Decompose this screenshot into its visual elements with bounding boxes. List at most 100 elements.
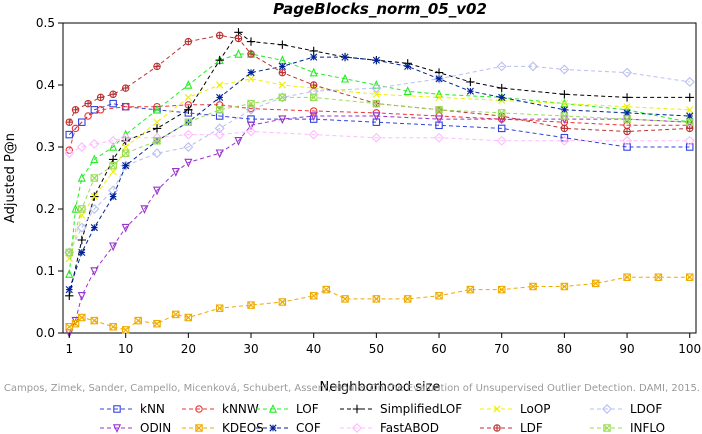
data-point-fastabod [76, 142, 87, 152]
data-point-simplifiedlof [215, 56, 224, 65]
y-tick-label: 0.4 [36, 78, 55, 92]
data-point-odin [278, 115, 287, 125]
data-point-cof [404, 62, 412, 70]
data-point-cof [435, 75, 443, 83]
data-point-cof [78, 248, 86, 256]
data-point-fastabod [120, 132, 131, 143]
x-axis-label: Neighborhood size [320, 380, 441, 395]
data-point-kdeos [65, 323, 74, 331]
series-layer [64, 28, 695, 339]
data-point-odin [234, 137, 243, 146]
data-point-cof [341, 53, 349, 61]
data-point-loop [90, 193, 98, 201]
legend-item-kdeos: KDEOS [182, 421, 264, 434]
series-line-cof [68, 56, 690, 290]
data-point-lof [71, 203, 80, 213]
data-point-ldf [84, 99, 92, 108]
data-point-cof [498, 93, 506, 101]
data-point-inflo [435, 106, 443, 114]
data-point-kdeos [403, 295, 412, 303]
data-point-simplifiedlof [77, 235, 87, 245]
legend-label: LOF [296, 402, 319, 416]
data-point-loop [153, 118, 161, 126]
series-lof [65, 48, 694, 278]
legend-item-knn: kNN [100, 402, 165, 416]
data-point-knnw [84, 112, 92, 120]
data-point-ldf [215, 31, 224, 40]
data-point-ldf [184, 37, 193, 46]
legend-item-ldf: LDF [480, 421, 543, 434]
data-point-kdeos [685, 273, 694, 281]
data-point-inflo [121, 149, 130, 157]
data-point-ldof [622, 67, 633, 78]
data-point-ldf [121, 84, 130, 92]
data-point-odin [372, 112, 381, 122]
data-point-cof [109, 193, 117, 201]
data-point-simplifiedlof [278, 40, 287, 49]
data-point-ldf [65, 118, 74, 126]
data-point-loop [623, 103, 631, 111]
data-point-knn [497, 124, 506, 133]
x-tick-label: 1 [65, 342, 73, 356]
data-point-cof [686, 112, 694, 120]
data-point-simplifiedlof [434, 68, 444, 77]
series-line-ldf [68, 34, 690, 133]
watermark: Campos, Zimek, Sander, Campello, Micenko… [4, 382, 700, 394]
data-point-ldof [214, 123, 225, 134]
data-point-lof [77, 172, 86, 182]
data-point-kdeos [153, 319, 161, 328]
data-point-ldof [308, 86, 319, 97]
data-point-cof [310, 53, 318, 61]
legend-item-knnw: kNNW [182, 402, 259, 416]
data-point-kdeos [247, 301, 255, 309]
legend-item-simplifiedlof: SimplifiedLOF [340, 402, 462, 416]
series-line-simplifiedlof [68, 31, 690, 296]
data-point-knnw [71, 124, 80, 133]
legend-swatch-marker [195, 424, 203, 432]
legend-swatch-marker [269, 424, 277, 432]
legend-item-cof: COF [256, 421, 321, 434]
data-point-fastabod [152, 132, 162, 143]
data-point-kdeos [121, 326, 130, 334]
data-point-ldf [560, 124, 569, 133]
data-point-ldof [89, 204, 100, 214]
y-tick-label: 0.1 [36, 264, 55, 278]
x-tick-label: 60 [431, 342, 446, 356]
data-point-fastabod [684, 135, 695, 146]
data-point-ldof [496, 61, 507, 72]
series-line-knn [68, 103, 690, 148]
data-point-simplifiedlof [152, 124, 162, 133]
data-point-cof [623, 109, 631, 117]
y-tick-label: 0.2 [36, 202, 55, 216]
data-point-inflo [278, 93, 287, 102]
data-point-loop [216, 81, 224, 89]
data-point-ldf [96, 93, 105, 102]
data-point-cof [466, 87, 474, 95]
data-point-ldof [120, 160, 131, 171]
data-point-knnw [65, 146, 74, 154]
data-point-lof [90, 154, 99, 164]
data-point-ldf [109, 90, 117, 99]
legend-label: LoOP [520, 402, 551, 416]
legend-item-ldof: LDOF [590, 402, 662, 416]
data-point-kdeos [172, 310, 180, 319]
legend-label: KDEOS [222, 421, 264, 434]
y-tick-label: 0.5 [36, 16, 55, 30]
data-point-odin [90, 267, 99, 277]
data-point-fastabod [559, 135, 570, 146]
data-point-knnw [215, 101, 224, 109]
data-point-odin [309, 112, 318, 122]
data-point-ldf [153, 62, 161, 71]
series-loop [65, 75, 694, 263]
data-point-simplifiedlof [622, 93, 632, 102]
legend-swatch-marker [195, 405, 203, 413]
data-point-cof [216, 93, 224, 101]
data-point-cof [560, 106, 568, 114]
x-tick-label: 80 [557, 342, 572, 356]
data-point-cof [65, 286, 73, 294]
data-point-knnw [96, 106, 105, 114]
legend: kNN kNNW LOF SimplifiedLOF LoOP LDOF ODIN KDEOS… [100, 402, 665, 434]
y-axis: 0.0 0.1 0.2 0.3 0.4 0.5 [36, 16, 63, 340]
data-point-lof [340, 73, 350, 83]
